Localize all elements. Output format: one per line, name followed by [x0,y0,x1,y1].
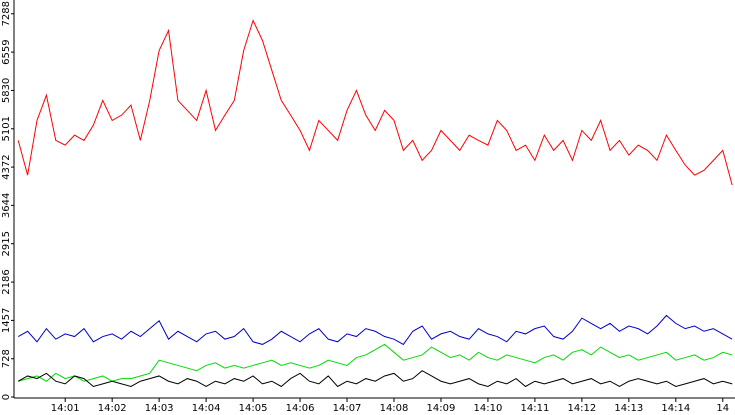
y-tick-label: 0 [1,394,12,400]
y-tick-label: 2915 [1,231,12,256]
y-tick-label: 6559 [1,39,12,64]
series-line [18,343,733,382]
x-tick-label: 14:13 [614,403,643,414]
x-tick-label: 14:05 [239,403,268,414]
y-tick-label: 1457 [1,308,12,333]
x-tick-label: 14 [716,403,729,414]
x-tick-label: 14:11 [520,403,549,414]
y-tick-label: 5101 [1,116,12,141]
x-tick-label: 14:07 [333,403,362,414]
series-line [17,19,733,186]
x-tick-label: 14:12 [567,403,596,414]
x-tick-label: 14:01 [51,403,80,414]
y-tick-label: 3644 [1,193,12,218]
series-line [17,314,733,346]
x-tick-label: 14:09 [427,403,456,414]
y-tick-label: 2186 [1,269,12,294]
x-tick-label: 14:02 [98,403,127,414]
y-tick-label: 728 [1,349,12,368]
x-tick-label: 14:14 [661,403,690,414]
series-line [17,370,733,388]
y-tick-label: 7288 [1,1,12,26]
x-tick-label: 14:06 [286,403,315,414]
y-tick-label: 5830 [1,78,12,103]
x-tick-label: 14:04 [192,403,221,414]
x-tick-label: 14:10 [474,403,503,414]
x-tick-label: 14:03 [145,403,174,414]
x-tick-label: 14:08 [380,403,409,414]
y-tick-label: 4372 [1,154,12,179]
